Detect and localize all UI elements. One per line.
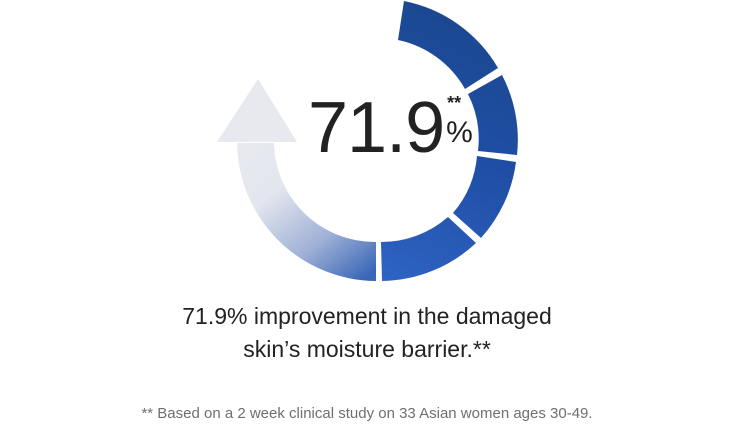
stat-value: 71.9 ** % — [308, 86, 473, 170]
arrow-tail-arc — [237, 143, 376, 281]
stat-suffix: ** % — [446, 86, 473, 148]
stat-number: 71.9 — [308, 88, 445, 168]
footnote: ** Based on a 2 week clinical study on 3… — [141, 405, 593, 422]
headline: 71.9% improvement in the damaged skin’s … — [0, 300, 734, 366]
stat-unit: % — [446, 116, 473, 149]
ring-segment-2 — [468, 75, 518, 155]
headline-line-2: skin’s moisture barrier.** — [243, 336, 491, 362]
headline-line-1: 71.9% improvement in the damaged — [182, 303, 552, 329]
stat-footnote-marker: ** — [447, 93, 462, 113]
ring-segment-4 — [381, 217, 476, 281]
arrow-head — [217, 79, 297, 142]
ring-segment-3 — [453, 156, 516, 238]
ring-segment-1 — [398, 1, 498, 89]
